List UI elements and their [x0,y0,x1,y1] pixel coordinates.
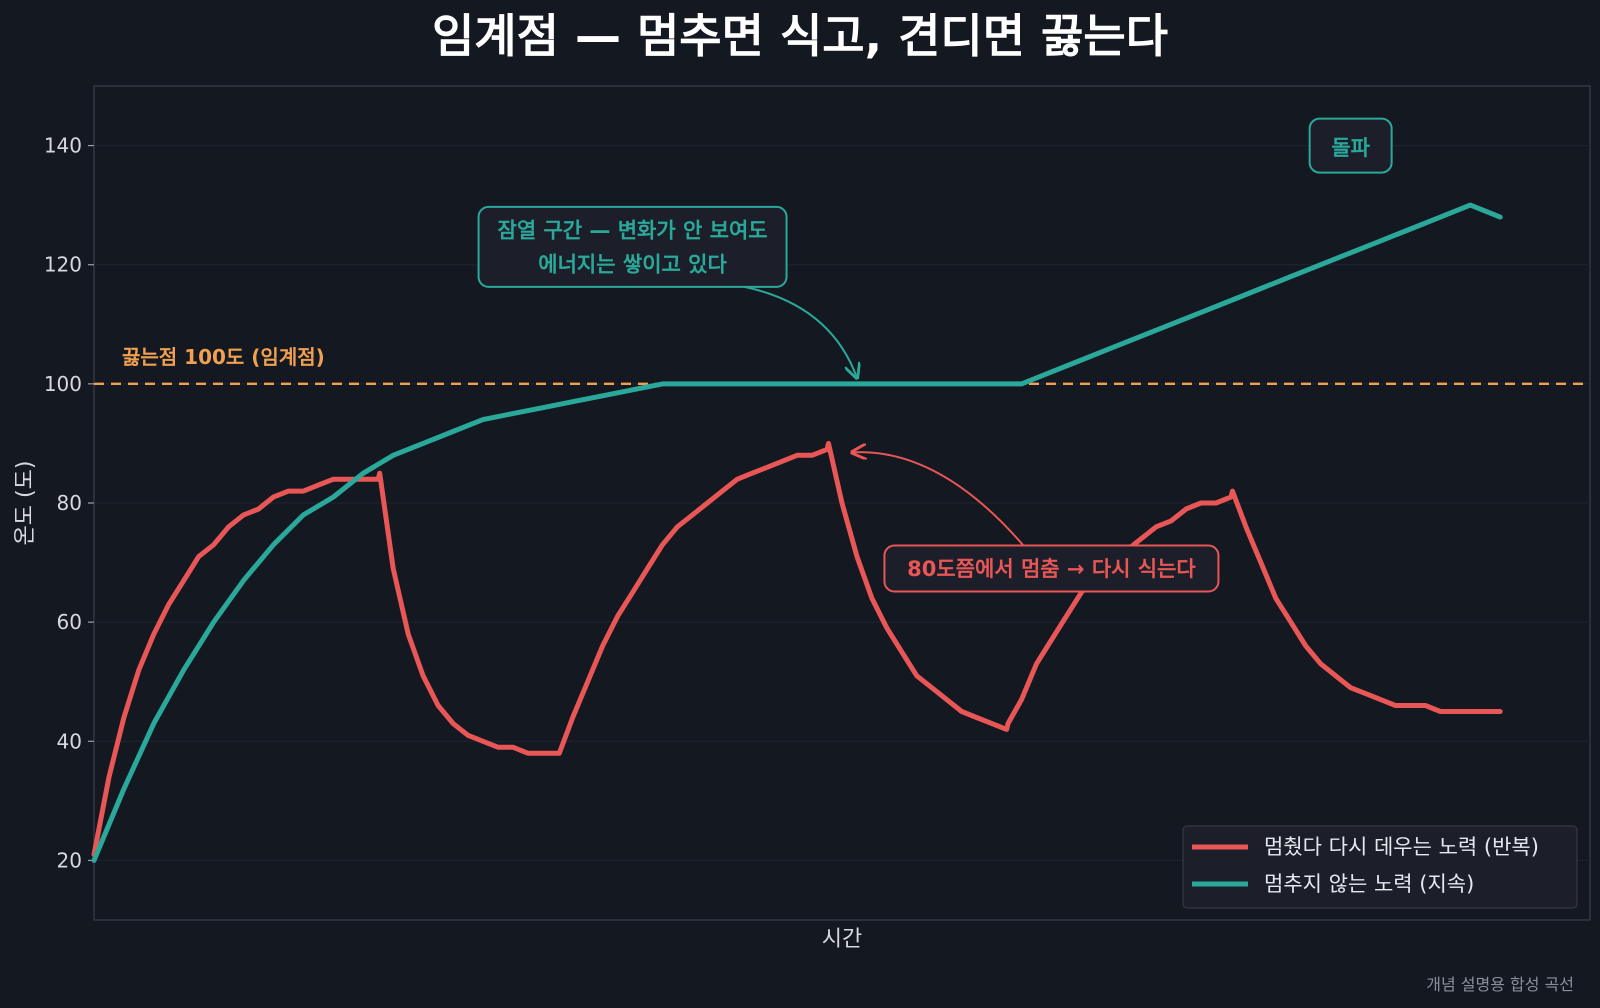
annotation-cooling-arrow [852,452,1025,547]
series-line-repeat [91,440,1503,857]
y-tick-label: 140 [44,134,82,158]
chart-title: 임계점 — 멈추면 식고, 견디면 끓는다 [432,9,1168,63]
annotation-breakthrough-text: 돌파 [1331,136,1370,160]
legend-box [1182,825,1578,909]
annotation-cooling: 80도쯤에서 멈춤 → 다시 식는다 [883,544,1220,593]
annotation-latent-heat-text: 에너지는 쌓이고 있다 [538,252,727,276]
annotation-cooling-box [883,544,1220,593]
annotation-cooling-text: 80도쯤에서 멈춤 → 다시 식는다 [907,557,1196,581]
y-tick-label: 40 [57,729,82,753]
series-layer [91,202,1503,863]
x-axis-label: 시간 [822,927,862,952]
y-tick-label: 80 [57,491,82,515]
series-line-sustained [91,202,1503,863]
legend-label-sustained: 멈추지 않는 노력 (지속) [1264,872,1474,896]
footnote: 개념 설명용 합성 곡선 [1426,975,1574,994]
y-axis-ticks: 20 40 60 80 100 120 140 [44,134,94,872]
annotation-latent-heat-arrow [744,285,857,378]
threshold-label: 끓는점 100도 (임계점) [122,345,325,369]
y-tick-label: 20 [57,848,82,872]
annotation-breakthrough: 돌파 [1308,117,1393,174]
y-tick-label: 120 [44,253,82,277]
y-tick-label: 60 [57,610,82,634]
chart-legend: 멈췄다 다시 데우는 노력 (반복) 멈추지 않는 노력 (지속) [1182,825,1578,909]
legend-label-repeat: 멈췄다 다시 데우는 노력 (반복) [1264,835,1539,859]
y-tick-label: 100 [44,372,82,396]
annotation-latent-heat-text: 잠열 구간 — 변화가 안 보여도 [498,218,768,242]
annotation-latent-heat-box [477,205,788,288]
annotation-breakthrough-box [1308,117,1393,174]
y-axis-label: 온도 (도) [13,461,38,546]
